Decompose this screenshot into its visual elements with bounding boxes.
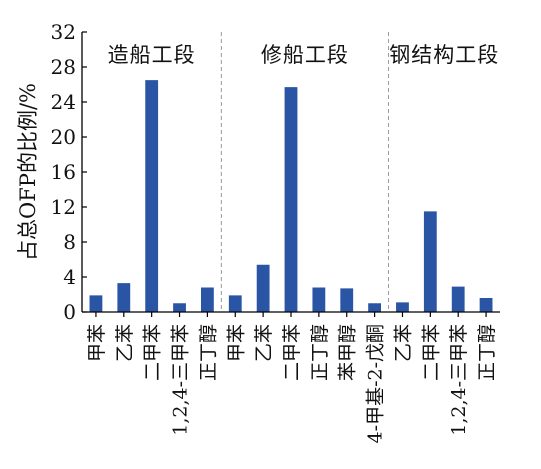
bar — [340, 288, 354, 312]
x-tick-label: 苯甲醇 — [337, 324, 359, 381]
bar — [396, 302, 409, 312]
bar — [228, 295, 242, 312]
group-label: 钢结构工段 — [389, 43, 499, 67]
bar — [200, 287, 214, 312]
y-axis-label: 占总OFP的比例/% — [16, 83, 40, 261]
bar — [256, 264, 270, 312]
x-tick-label: 4-甲基-2-戊酮 — [365, 324, 387, 443]
y-tick-label: 24 — [51, 90, 76, 114]
bars — [89, 80, 493, 312]
bar — [368, 303, 382, 312]
x-tick-label: 二甲苯 — [420, 324, 442, 381]
bar — [312, 287, 326, 312]
x-tick-label: 二甲苯 — [281, 324, 303, 381]
y-tick-label: 16 — [51, 160, 76, 184]
y-tick-label: 8 — [63, 230, 76, 254]
y-tick-label: 28 — [51, 55, 76, 79]
bar — [145, 80, 159, 312]
bar — [479, 298, 493, 312]
x-tick-label: 正丁醇 — [197, 324, 219, 381]
y-axis-ticks: 0 4 8 12 16 20 24 28 32 — [51, 20, 87, 324]
x-tick-label: 乙苯 — [114, 324, 136, 362]
y-tick-label: 32 — [51, 20, 76, 44]
x-tick-label: 甲苯 — [225, 324, 247, 362]
bar — [173, 303, 186, 312]
bar — [423, 211, 437, 312]
x-tick-label: 乙苯 — [253, 324, 275, 362]
x-tick-label: 正丁醇 — [476, 324, 498, 381]
y-tick-label: 12 — [51, 195, 76, 219]
x-tick-label: 二甲苯 — [142, 324, 164, 381]
y-tick-label: 0 — [63, 300, 76, 324]
bar — [284, 87, 298, 312]
x-tick-label: 甲苯 — [86, 324, 108, 362]
y-tick-label: 4 — [63, 265, 76, 289]
group-label: 造船工段 — [108, 43, 196, 67]
bar — [117, 283, 131, 312]
group-separators — [220, 32, 390, 312]
x-axis-ticks: 甲苯 乙苯 二甲苯 1,2,4-三甲苯 正丁醇 甲苯 乙苯 二甲苯 正丁醇 苯甲醇 4-甲基-2-戊… — [86, 312, 498, 443]
x-tick-label: 1,2,4-三甲苯 — [170, 324, 192, 436]
group-labels: 造船工段 修船工段 钢结构工段 — [108, 43, 499, 67]
group-label: 修船工段 — [261, 43, 349, 67]
x-tick-label: 乙苯 — [392, 324, 414, 362]
bar — [89, 295, 103, 312]
bar — [451, 286, 465, 312]
y-tick-label: 20 — [51, 125, 76, 149]
x-tick-label: 正丁醇 — [309, 324, 331, 381]
x-tick-label: 1,2,4-三甲苯 — [448, 324, 470, 436]
